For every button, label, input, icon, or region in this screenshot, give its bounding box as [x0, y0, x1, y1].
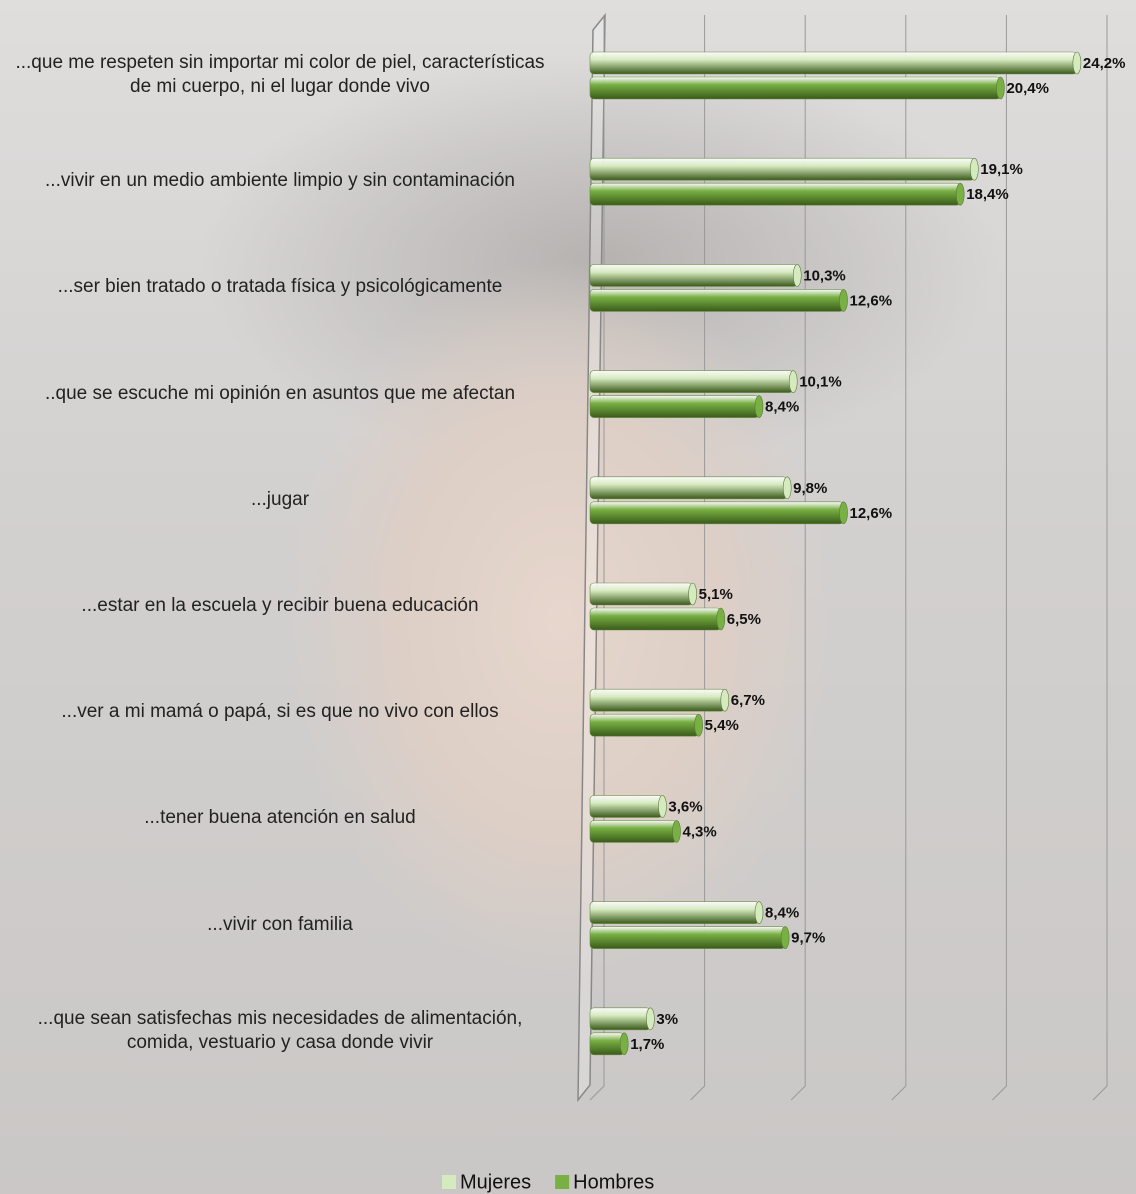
- bar-cap: [792, 264, 802, 287]
- value-label: 6,7%: [731, 692, 765, 709]
- bar-cap: [688, 582, 697, 606]
- value-label: 20,4%: [1006, 80, 1049, 97]
- value-label: 12,6%: [850, 292, 893, 309]
- bar: [589, 289, 844, 312]
- category-label: ...ser bien tratado o tratada física y p…: [57, 276, 503, 298]
- bar: [589, 157, 975, 181]
- bar: [589, 76, 1001, 100]
- value-label: 5,1%: [699, 586, 733, 603]
- bar: [589, 51, 1078, 75]
- bar: [589, 370, 794, 393]
- category-label: ..que se escuche mi opinión en asuntos q…: [44, 382, 516, 404]
- value-label: 9,7%: [791, 930, 825, 947]
- category-label: ...que me respeten sin importar mi color…: [15, 52, 545, 97]
- grid-line: [1092, 15, 1108, 1101]
- category-label: ...ver a mi mamá o papá, si es que no vi…: [61, 701, 499, 723]
- bar: [589, 501, 844, 525]
- grid-line: [992, 15, 1007, 1101]
- value-label: 8,4%: [765, 905, 799, 922]
- value-label: 12,6%: [850, 505, 893, 522]
- bar: [589, 795, 663, 818]
- bar-cap: [780, 926, 790, 949]
- value-label: 10,1%: [799, 374, 842, 391]
- bar-cap: [646, 1007, 655, 1031]
- bar: [589, 1032, 625, 1056]
- bar-cap: [672, 820, 681, 843]
- category-label: ...jugar: [250, 488, 310, 510]
- value-label: 18,4%: [966, 186, 1009, 203]
- bar: [589, 264, 798, 287]
- value-label: 8,4%: [765, 399, 799, 416]
- grid-line: [891, 15, 907, 1101]
- bar: [589, 607, 722, 631]
- value-label: 3,6%: [668, 798, 702, 815]
- legend-swatch: [555, 1175, 570, 1189]
- bar: [589, 901, 760, 924]
- value-label: 1,7%: [630, 1036, 664, 1053]
- category-label: ...que sean satisfechas mis necesidades …: [37, 1007, 523, 1053]
- legend-swatch: [442, 1175, 456, 1189]
- grid-line: [790, 15, 806, 1101]
- bar-cap: [969, 157, 979, 181]
- bar: [589, 182, 961, 206]
- category-label: ...vivir con familia: [207, 913, 353, 935]
- category-label: ...tener buena atención en salud: [144, 807, 416, 829]
- category-label: ...vivir en un medio ambiente limpio y s…: [45, 170, 515, 192]
- bar-cap: [782, 476, 792, 500]
- value-label: 10,3%: [803, 267, 846, 284]
- bar-cap: [658, 795, 667, 818]
- value-label: 4,3%: [683, 823, 717, 840]
- bar-cap: [754, 901, 764, 924]
- bar-cap: [839, 289, 848, 312]
- category-label: ...estar en la escuela y recibir buena e…: [81, 595, 479, 616]
- value-label: 24,2%: [1083, 55, 1126, 72]
- bar-cap: [619, 1032, 629, 1056]
- value-label: 3%: [656, 1011, 678, 1028]
- bar: [589, 395, 760, 418]
- bar-cap: [788, 370, 798, 393]
- value-label: 19,1%: [980, 161, 1023, 178]
- bar-cap: [694, 713, 703, 737]
- bar-cap: [996, 76, 1005, 100]
- bar: [589, 1007, 651, 1031]
- bar-cap: [754, 395, 764, 418]
- legend-label: Mujeres: [460, 1171, 531, 1193]
- bar: [589, 582, 693, 606]
- bar-cap: [1072, 51, 1082, 75]
- bar-cap: [720, 688, 730, 712]
- bar: [589, 476, 788, 500]
- bar: [589, 688, 726, 712]
- value-label: 9,8%: [793, 480, 827, 497]
- value-label: 5,4%: [705, 717, 739, 734]
- bar: [589, 926, 786, 949]
- bar: [589, 820, 677, 843]
- bar-cap: [839, 501, 848, 525]
- legend-label: Hombres: [573, 1171, 654, 1193]
- value-label: 6,5%: [727, 611, 761, 628]
- bar: [589, 713, 699, 737]
- bar-cap: [955, 182, 965, 206]
- bar-cap: [716, 607, 726, 631]
